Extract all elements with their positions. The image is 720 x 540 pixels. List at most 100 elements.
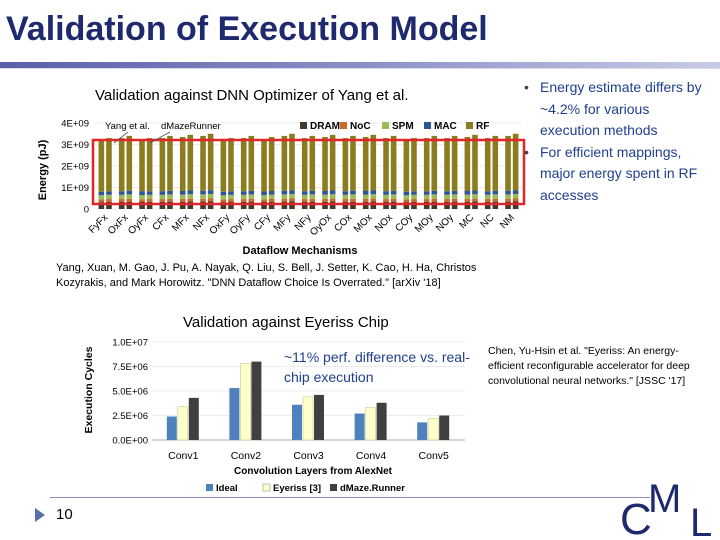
energy-bar-segment <box>207 190 214 194</box>
energy-bar-segment <box>350 194 356 199</box>
energy-bar-segment <box>301 191 308 195</box>
energy-bar-segment <box>261 199 267 203</box>
cycles-bar <box>314 394 324 440</box>
energy-bar-segment <box>281 194 288 199</box>
energy-bar-segment <box>159 191 166 195</box>
energy-bar-segment <box>350 201 356 209</box>
x-tick-label: MFy <box>272 212 294 234</box>
legend-swatch <box>330 484 337 491</box>
energy-bar-segment <box>207 193 214 199</box>
energy-bar-segment <box>167 198 173 202</box>
energy-bar-segment <box>492 190 499 195</box>
highlight-box <box>91 138 526 206</box>
energy-bar-segment <box>126 190 133 195</box>
energy-bar-segment <box>362 136 369 191</box>
energy-bar-segment <box>444 194 450 200</box>
energy-bar-segment <box>139 202 145 209</box>
legend-label: SPM <box>392 121 414 132</box>
energy-bar-segment <box>159 138 166 192</box>
x-tick-label: OyFy <box>228 212 253 237</box>
energy-bar-segment <box>207 198 214 202</box>
energy-bar-segment <box>309 201 316 209</box>
series-label-dmaze: dMazeRunner <box>161 121 221 132</box>
y-tick-label: 7.5E+06 <box>112 362 148 373</box>
energy-bar-segment <box>423 194 430 200</box>
energy-bar-segment <box>200 194 206 199</box>
energy-bar-segment <box>139 195 145 200</box>
energy-bar-segment <box>444 201 450 209</box>
energy-bar-segment <box>159 199 166 202</box>
energy-bar-segment <box>484 138 491 192</box>
cycles-bar <box>251 361 262 440</box>
reference-eyeriss: Chen, Yu-Hsin et al. "Eyeriss: An energy… <box>488 345 690 387</box>
energy-bar-segment <box>492 198 499 202</box>
energy-bar-segment <box>220 191 227 196</box>
energy-bar-segment <box>342 199 349 202</box>
energy-bar-segment <box>118 191 125 195</box>
energy-bar-segment <box>118 201 125 209</box>
energy-bar-segment <box>390 198 397 202</box>
energy-bar-segment <box>383 199 389 202</box>
energy-bar-segment <box>281 198 288 202</box>
energy-bar-segment <box>126 198 133 202</box>
chart1-xlabel: Dataflow Mechanisms <box>243 245 358 257</box>
energy-bar-segment <box>505 194 511 199</box>
energy-bar-segment <box>403 199 410 203</box>
chart2-annotation: ~11% perf. difference vs. real-chip exec… <box>284 349 470 385</box>
energy-bar-segment <box>451 198 458 202</box>
energy-bar-segment <box>451 201 458 209</box>
energy-bar-segment <box>187 190 194 195</box>
legend-swatch <box>382 122 389 129</box>
energy-bar-segment <box>444 138 450 192</box>
cycles-bar <box>439 415 450 440</box>
energy-bar-segment <box>309 135 316 191</box>
energy-bar-segment <box>146 138 153 192</box>
energy-bar-segment <box>187 134 194 191</box>
energy-bar-segment <box>281 201 288 209</box>
energy-bar-segment <box>106 194 112 200</box>
chart2-xlabel: Convolution Layers from AlexNet <box>234 466 393 477</box>
x-tick-label: MFx <box>170 212 192 234</box>
cycles-bar <box>427 418 439 441</box>
energy-bar-segment <box>98 199 105 203</box>
y-tick-label: 4E+09 <box>61 119 89 130</box>
energy-bar-segment <box>289 198 295 202</box>
energy-bar-segment <box>492 194 499 199</box>
x-tick-label: Conv1 <box>168 450 199 462</box>
energy-bar-segment <box>329 194 336 199</box>
legend-swatch <box>424 122 431 129</box>
energy-bar-segment <box>200 198 206 202</box>
cycles-bar <box>292 404 302 440</box>
legend-label: Ideal <box>216 483 238 494</box>
energy-bar-segment <box>383 191 389 195</box>
energy-bar-segment <box>220 199 227 203</box>
energy-bar-segment <box>370 194 377 199</box>
energy-bar-segment <box>329 190 336 195</box>
cycles-bar <box>354 413 365 440</box>
x-tick-label: NC <box>479 212 497 230</box>
section1-heading: Validation against DNN Optimizer of Yang… <box>95 87 409 104</box>
cycles-bar <box>417 422 428 440</box>
energy-bar-segment <box>472 194 478 199</box>
energy-bar-segment <box>118 138 125 192</box>
energy-bar-segment <box>228 199 234 202</box>
energy-bar-segment <box>106 199 112 202</box>
energy-bar-segment <box>187 198 194 202</box>
energy-bar-segment <box>472 201 478 209</box>
energy-bar-segment <box>146 194 153 200</box>
energy-bar-segment <box>179 136 186 191</box>
energy-bar-segment <box>505 190 511 195</box>
energy-bar-segment <box>248 135 255 191</box>
energy-bar-segment <box>472 198 478 202</box>
energy-bar-segment <box>484 199 491 202</box>
y-tick-label: 5.0E+06 <box>112 387 148 398</box>
energy-bar-segment <box>322 198 328 202</box>
energy-bar-segment <box>98 191 105 196</box>
energy-bar-segment <box>472 190 478 195</box>
energy-bar-segment <box>200 201 206 209</box>
energy-bar-segment <box>403 140 410 192</box>
energy-bar-segment <box>118 194 125 200</box>
series-label-yang: Yang et al. <box>105 121 150 132</box>
energy-bar-segment <box>431 198 438 202</box>
pointer-line <box>113 131 129 144</box>
